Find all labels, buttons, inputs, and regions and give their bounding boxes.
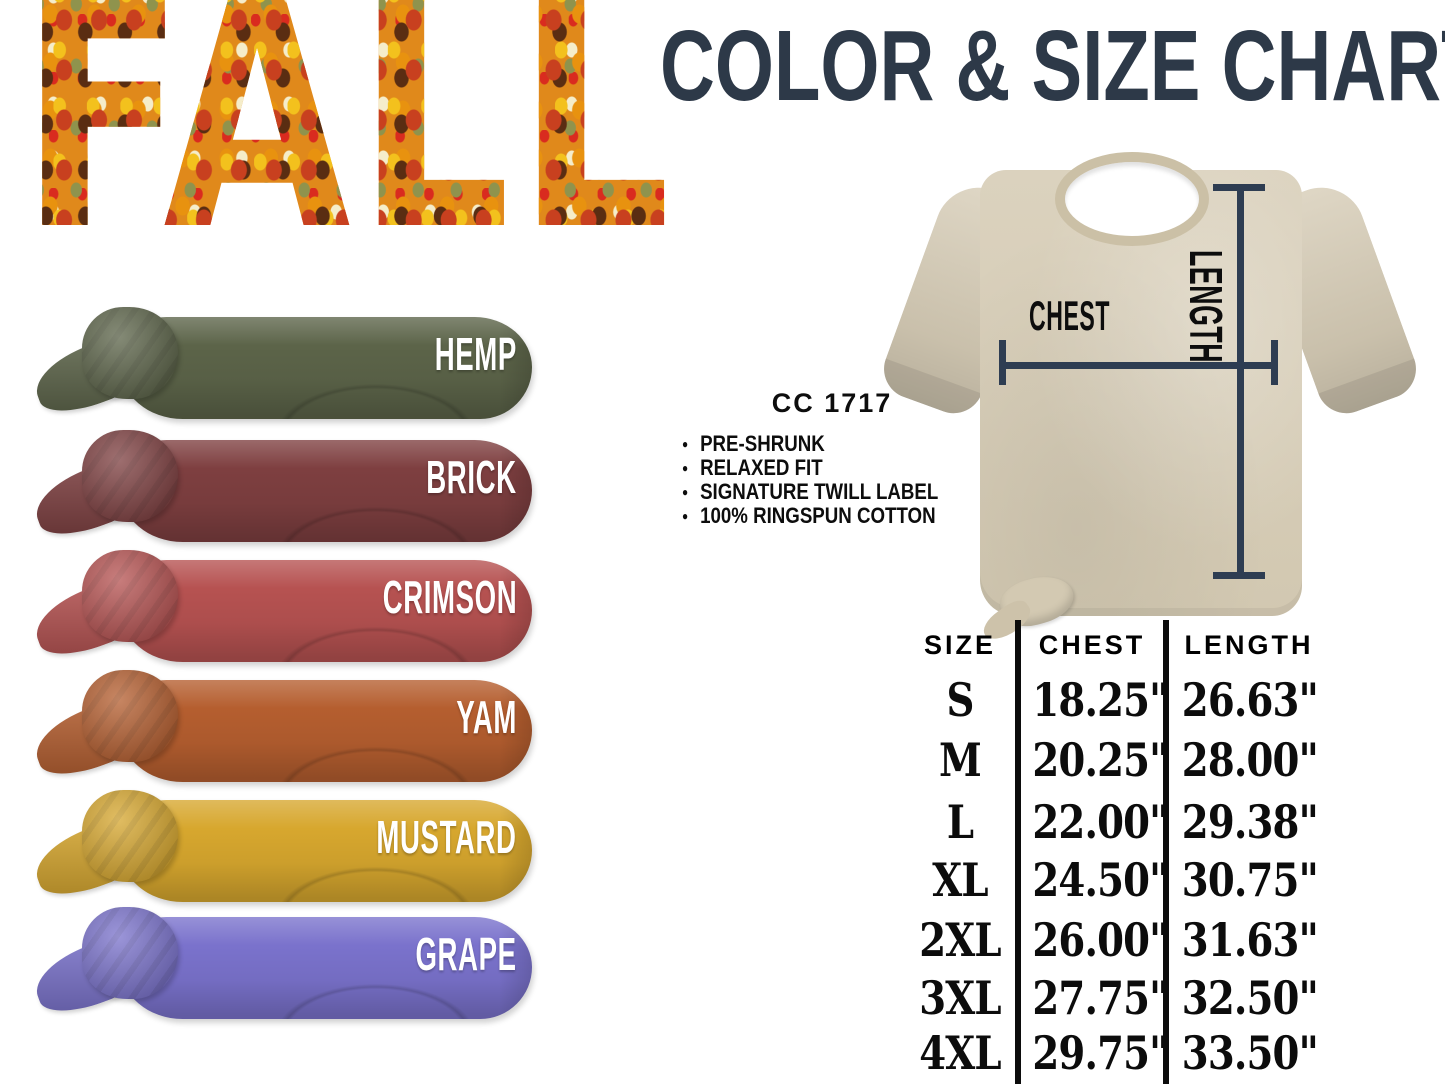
shirt-knot — [82, 670, 178, 762]
size-table: SIZE CHEST LENGTH S 18.25" 26.63" M 20.2… — [905, 616, 1410, 1084]
shirt-knot — [82, 307, 178, 399]
shirt-knot — [82, 790, 178, 882]
shirt-roll — [120, 917, 532, 1019]
shirt-color-label: HEMP — [434, 328, 517, 380]
cell-chest: 22.00" — [1032, 795, 1169, 849]
tee-collar — [1055, 152, 1209, 246]
cell-size: L — [946, 795, 974, 849]
tshirt-diagram: CHEST LENGTH — [875, 152, 1440, 647]
shirt-color-label: MUSTARD — [376, 811, 517, 863]
table-row: S 18.25" 26.63" — [905, 670, 1410, 730]
table-row: 2XL 26.00" 31.63" — [905, 910, 1410, 970]
cell-length: 32.50" — [1181, 971, 1319, 1025]
cell-chest: 27.75" — [1032, 971, 1169, 1025]
shirt-roll — [120, 800, 532, 902]
table-divider — [1015, 620, 1021, 1084]
cell-size: 4XL — [919, 1026, 1001, 1080]
shirt-knot — [82, 430, 178, 522]
fall-wordmark: FALL — [20, 0, 677, 274]
cell-size: M — [939, 733, 982, 787]
table-divider — [1163, 620, 1169, 1084]
cell-chest: 26.00" — [1032, 913, 1169, 967]
page-title: COLOR & SIZE CHART — [660, 10, 1445, 122]
chest-measure-cap-right — [1271, 340, 1278, 385]
shirt-roll — [120, 317, 532, 419]
shirt-row-mustard: MUSTARD — [27, 788, 545, 920]
length-measure-cap-top — [1213, 184, 1265, 191]
shirt-row-grape: GRAPE — [27, 905, 545, 1037]
cell-chest: 20.25" — [1032, 733, 1169, 787]
table-header-size: SIZE — [923, 630, 996, 660]
product-code: CC 1717 — [771, 388, 893, 418]
cell-length: 30.75" — [1181, 853, 1319, 907]
table-row: XL 24.50" 30.75" — [905, 850, 1410, 910]
shirt-knot — [82, 907, 178, 999]
shirt-row-hemp: HEMP — [27, 305, 545, 437]
cell-length: 26.63" — [1181, 673, 1319, 727]
length-measure-line — [1237, 186, 1244, 578]
shirt-color-label: CRIMSON — [382, 571, 517, 623]
cell-size: 3XL — [919, 971, 1001, 1025]
length-measure-label: LENGTH — [1180, 250, 1232, 364]
shirt-row-brick: BRICK — [27, 428, 545, 560]
cell-length: 29.38" — [1181, 795, 1319, 849]
shirt-color-label: GRAPE — [415, 928, 517, 980]
table-header-chest: CHEST — [1038, 630, 1146, 660]
table-row: L 22.00" 29.38" — [905, 792, 1410, 852]
length-measure-cap-bottom — [1213, 572, 1265, 579]
table-row: 3XL 27.75" 32.50" — [905, 968, 1410, 1028]
feature-list: PRE-SHRUNK RELAXED FIT SIGNATURE TWILL L… — [682, 432, 984, 528]
shirt-row-yam: YAM — [27, 668, 545, 800]
cell-chest: 18.25" — [1032, 673, 1169, 727]
chest-measure-label: CHEST — [1029, 292, 1111, 339]
shirt-knot — [82, 550, 178, 642]
shirt-row-crimson: CRIMSON — [27, 548, 545, 680]
cell-length: 28.00" — [1181, 733, 1319, 787]
chest-measure-line — [1003, 362, 1275, 369]
cell-size: XL — [932, 853, 988, 907]
feature-item: 100% RINGSPUN COTTON — [682, 504, 938, 528]
cell-length: 33.50" — [1181, 1026, 1319, 1080]
cell-size: S — [946, 673, 974, 727]
feature-item: PRE-SHRUNK — [682, 432, 938, 456]
cell-chest: 24.50" — [1032, 853, 1169, 907]
table-row: M 20.25" 28.00" — [905, 730, 1410, 790]
cell-chest: 29.75" — [1032, 1026, 1169, 1080]
feature-item: RELAXED FIT — [682, 456, 938, 480]
cell-size: 2XL — [919, 913, 1001, 967]
cell-length: 31.63" — [1181, 913, 1319, 967]
shirt-color-label: BRICK — [426, 451, 517, 503]
shirt-roll — [120, 680, 532, 782]
shirt-color-label: YAM — [456, 691, 517, 743]
table-row: 4XL 29.75" 33.50" — [905, 1023, 1410, 1083]
feature-item: SIGNATURE TWILL LABEL — [682, 480, 938, 504]
table-header-length: LENGTH — [1184, 630, 1314, 660]
shirt-roll — [120, 440, 532, 542]
chest-measure-cap-left — [999, 340, 1006, 385]
shirt-roll — [120, 560, 532, 662]
